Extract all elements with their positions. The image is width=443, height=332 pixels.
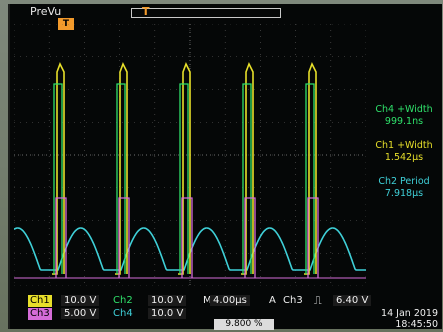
trigger-position-marker: T	[142, 5, 150, 18]
ch4-label[interactable]: Ch4	[113, 308, 133, 319]
measurement-value: 7.918µs	[384, 188, 424, 199]
status-bar: PreVu T T	[10, 4, 442, 30]
run-state: PreVu	[30, 5, 62, 18]
ch4-pulse	[242, 83, 252, 274]
ch3-pulse	[118, 197, 130, 278]
timebase-value[interactable]: 4.00µs	[210, 295, 250, 306]
timebase-label: M	[203, 295, 212, 306]
ch4-pulse	[116, 83, 126, 274]
measurement-title: Ch2 Period	[378, 176, 430, 187]
trigger-marker-label: T	[62, 19, 70, 29]
ch4-pulse	[179, 83, 189, 274]
ch2-label[interactable]: Ch2	[113, 295, 133, 306]
ch4-scale[interactable]: 10.0 V	[148, 308, 187, 319]
measurement-panel: Ch4 +Width 999.1ns Ch1 +Width 1.542µs Ch…	[368, 104, 440, 212]
ch3-scale[interactable]: 5.00 V	[61, 308, 100, 319]
waveform-graticule	[14, 24, 366, 286]
record-position-box[interactable]: 9.800 %	[214, 319, 274, 330]
ch3-pulse	[307, 197, 319, 278]
trigger-level[interactable]: 6.40 V	[333, 295, 372, 306]
ch3-pulse	[181, 197, 193, 278]
measurement-ch2-period[interactable]: Ch2 Period 7.918µs	[368, 176, 440, 200]
measurement-title: Ch1 +Width	[375, 140, 433, 151]
ch4-pulse	[305, 83, 315, 274]
measurement-title: Ch4 +Width	[375, 104, 433, 115]
timestamp-date: 14 Jan 2019	[381, 308, 438, 319]
timestamp-time: 18:45:50	[395, 319, 438, 330]
ch2-scale[interactable]: 10.0 V	[148, 295, 187, 306]
ch4-pulse	[53, 83, 63, 274]
record-position: 9.800 %	[225, 319, 263, 329]
measurement-ch1-width[interactable]: Ch1 +Width 1.542µs	[368, 140, 440, 164]
ch1-label[interactable]: Ch1	[28, 295, 52, 307]
ch3-pulse	[244, 197, 256, 278]
record-window-indicator[interactable]	[131, 8, 281, 18]
ch3-label[interactable]: Ch3	[28, 308, 52, 320]
trigger-source[interactable]: Ch3	[283, 295, 303, 306]
measurement-value: 999.1ns	[384, 116, 424, 127]
trigger-marker-icon[interactable]: T	[58, 18, 74, 30]
oscilloscope-screen: PreVu T T	[8, 4, 442, 329]
measurement-value: 1.542µs	[384, 152, 424, 163]
ch1-scale[interactable]: 10.0 V	[61, 295, 100, 306]
measurement-ch4-width[interactable]: Ch4 +Width 999.1ns	[368, 104, 440, 128]
timestamp: 14 Jan 2019 18:45:50	[376, 308, 438, 330]
rising-edge-icon: ⎍	[314, 294, 322, 307]
trigger-mode: A	[269, 295, 276, 306]
ch3-pulse	[55, 197, 67, 278]
channel-readout-bar: Ch1 10.0 V Ch2 10.0 V Ch3 5.00 V Ch4 10.…	[8, 290, 440, 330]
waveform-traces	[14, 62, 366, 279]
